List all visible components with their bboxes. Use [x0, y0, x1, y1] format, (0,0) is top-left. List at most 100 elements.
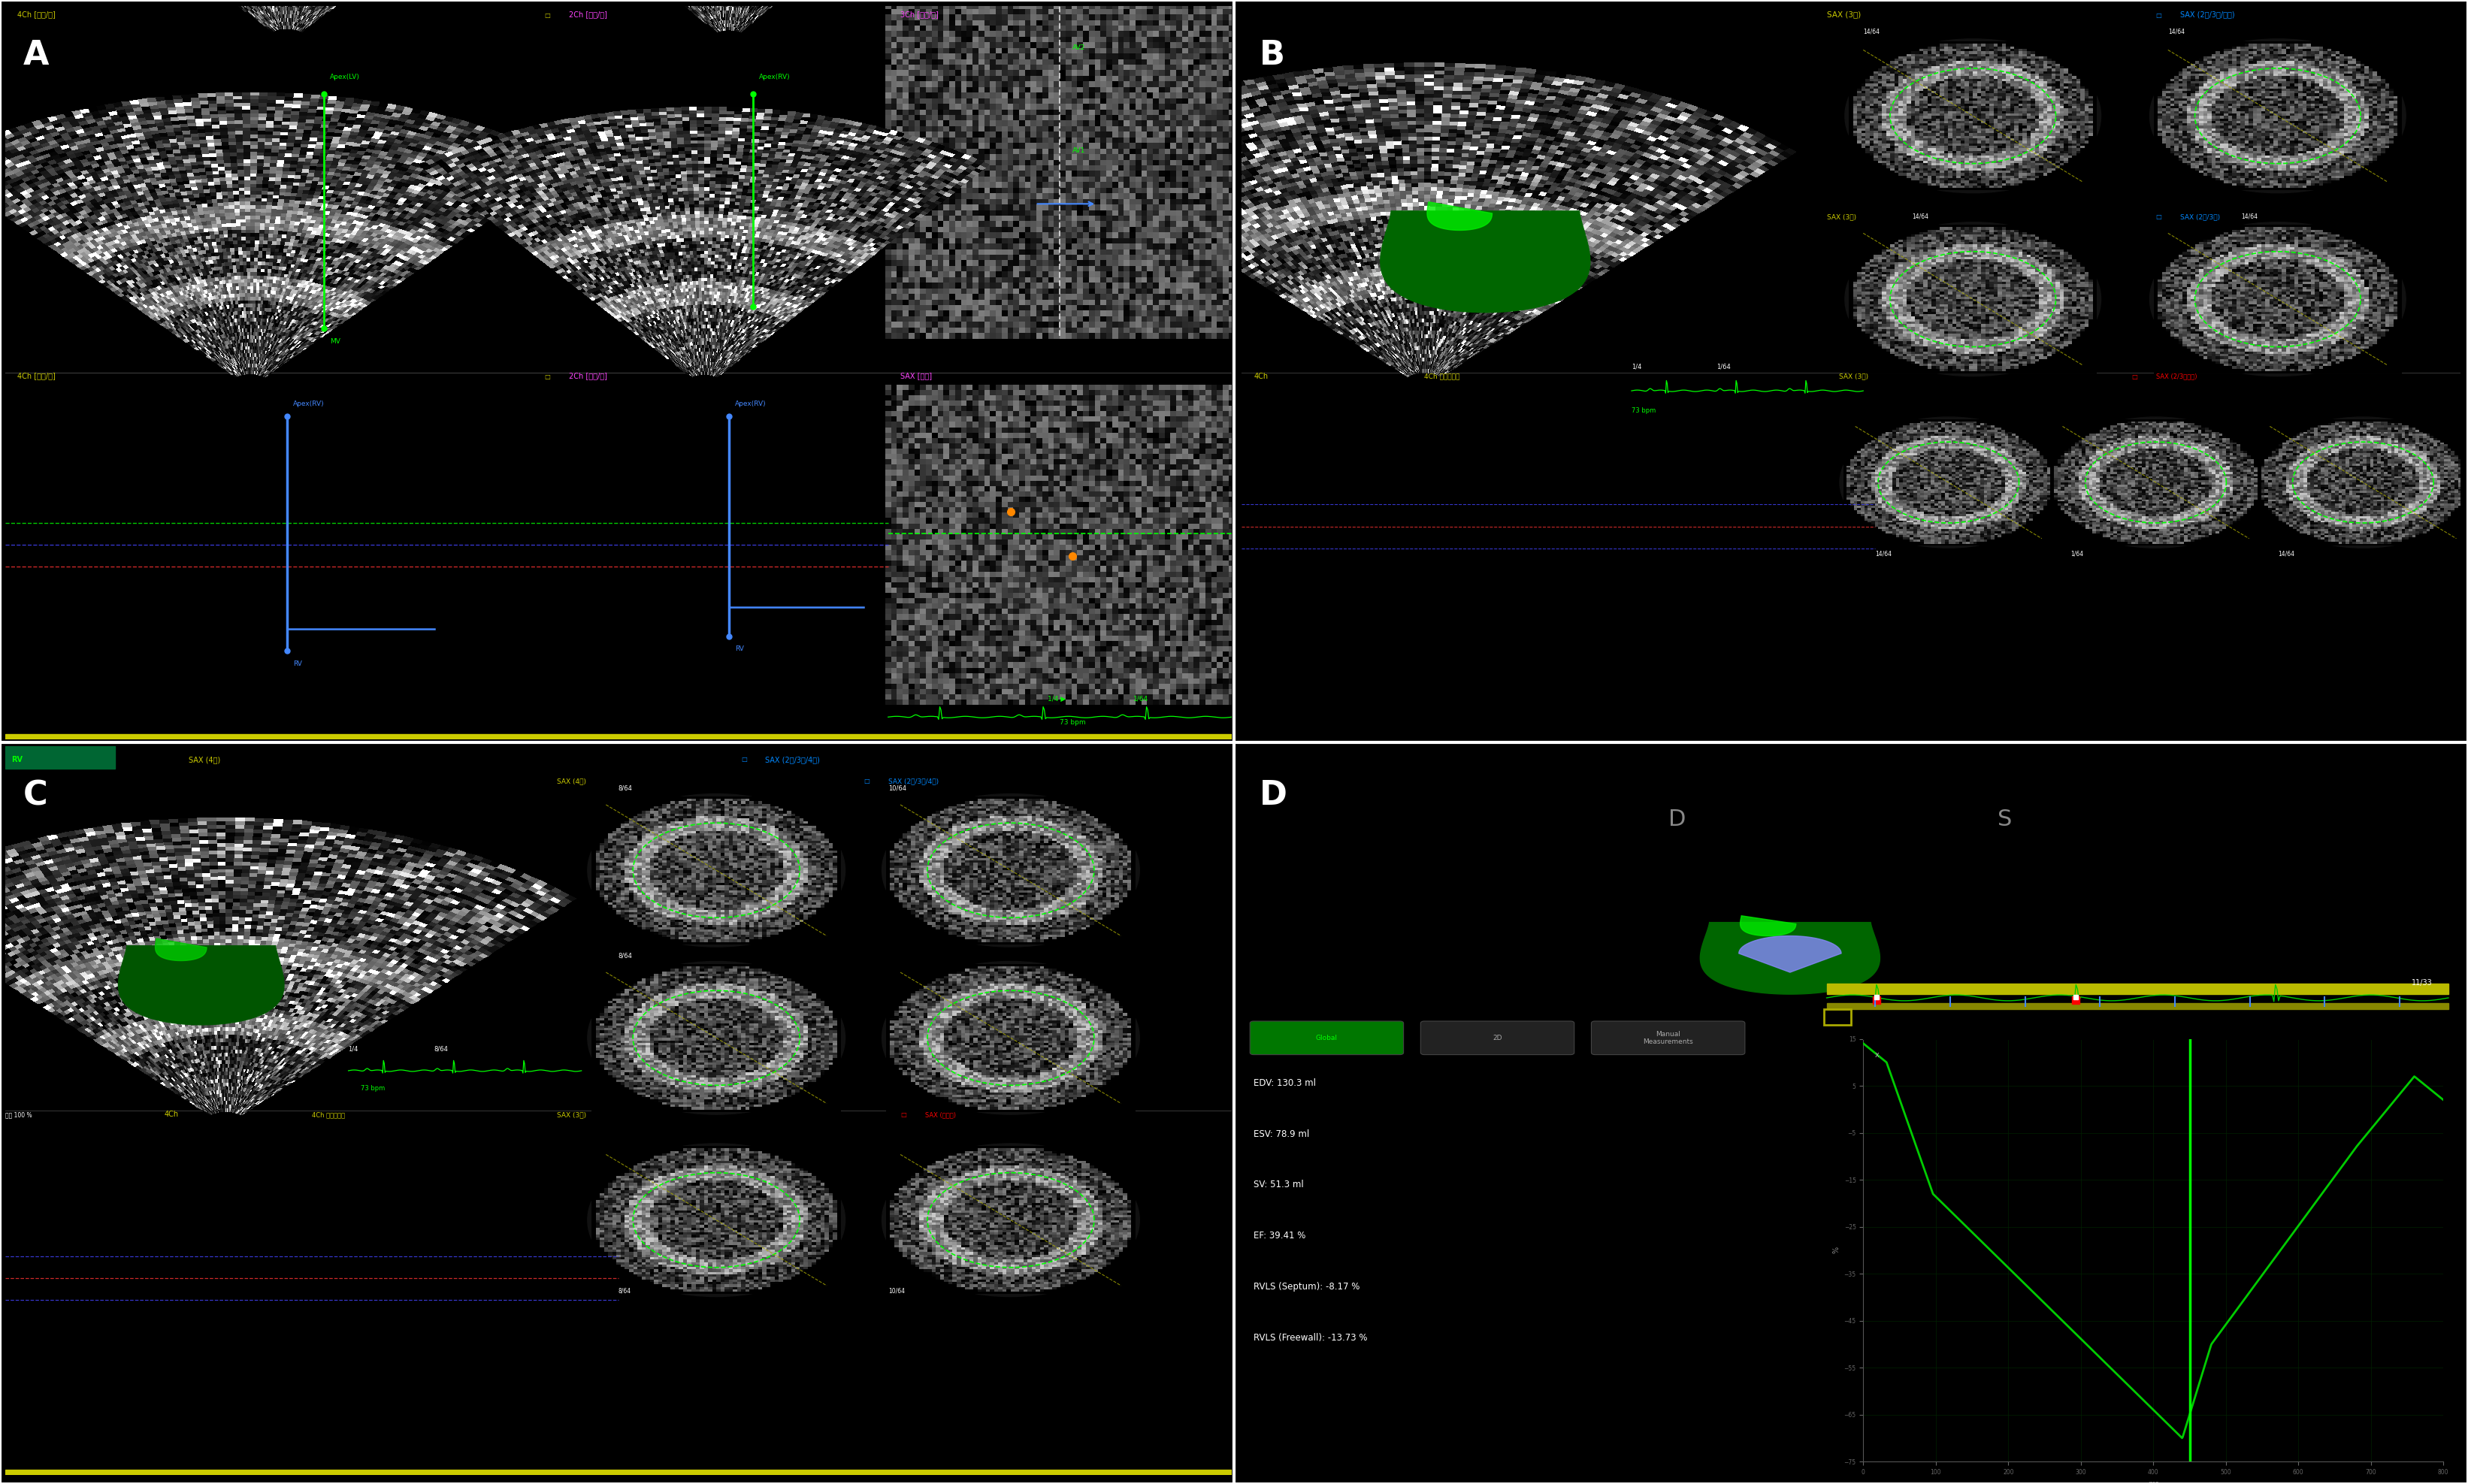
Circle shape: [881, 1144, 1140, 1297]
FancyBboxPatch shape: [1592, 1021, 1745, 1055]
Text: 10/64: 10/64: [888, 1288, 906, 1294]
Text: 1/64: 1/64: [2071, 551, 2083, 558]
Bar: [5, 746, 116, 769]
Text: Global: Global: [1315, 1034, 1338, 1042]
Text: SAX (2/3射心尖): SAX (2/3射心尖): [2157, 372, 2197, 380]
Text: 14/64: 14/64: [2241, 214, 2258, 220]
Bar: [1826, 1003, 2448, 1009]
Text: 4Ch 心功能不全: 4Ch 心功能不全: [311, 1112, 346, 1117]
Circle shape: [587, 962, 844, 1114]
Text: SAX (3腹): SAX (3腹): [1839, 372, 1868, 380]
Text: □: □: [2157, 12, 2162, 18]
Text: RV: RV: [294, 660, 301, 668]
Circle shape: [587, 1144, 844, 1297]
Text: A: A: [22, 39, 49, 71]
Text: D: D: [1668, 809, 1686, 830]
Circle shape: [587, 794, 844, 947]
Bar: [5, 735, 1232, 739]
Text: 4Ch: 4Ch: [1254, 372, 1269, 380]
Text: EDV: 130.3 ml: EDV: 130.3 ml: [1254, 1077, 1315, 1088]
Text: SAX (4腹): SAX (4腹): [190, 755, 220, 763]
Text: Apex(RV): Apex(RV): [735, 401, 765, 407]
Circle shape: [2150, 223, 2406, 375]
Text: 4Ch [心徽/心]: 4Ch [心徽/心]: [17, 10, 54, 18]
Text: x: x: [1876, 1052, 1878, 1060]
Text: SAX [心徽]: SAX [心徽]: [901, 372, 933, 380]
Text: ESV: 78.9 ml: ESV: 78.9 ml: [1254, 1129, 1311, 1138]
Text: 1/4: 1/4: [348, 1046, 358, 1052]
Text: AV1: AV1: [1071, 147, 1086, 154]
Text: SAX (4腹): SAX (4腹): [558, 778, 587, 785]
Text: 14/64: 14/64: [2167, 28, 2184, 36]
Text: SAX (2腹/3腹/4腹): SAX (2腹/3腹/4腹): [765, 755, 819, 763]
Text: 73 bpm: 73 bpm: [1059, 720, 1086, 726]
Text: 73 bpm: 73 bpm: [360, 1085, 385, 1092]
Text: 14/64: 14/64: [1913, 214, 1928, 220]
Circle shape: [2046, 417, 2266, 548]
Text: SAX (2腹/3腹): SAX (2腹/3腹): [2179, 214, 2221, 220]
Circle shape: [2150, 39, 2406, 193]
Text: □: □: [545, 372, 550, 380]
Text: Apex(LV): Apex(LV): [331, 74, 360, 80]
Text: Manual
Measurements: Manual Measurements: [1644, 1030, 1693, 1045]
Text: □: □: [2157, 214, 2162, 220]
Text: SAX (3腹): SAX (3腹): [558, 1112, 587, 1117]
Text: 1/4: 1/4: [1631, 364, 1641, 371]
FancyBboxPatch shape: [1422, 1021, 1575, 1055]
Polygon shape: [1427, 202, 1493, 230]
Text: 14/64: 14/64: [2278, 551, 2295, 558]
Text: □: □: [545, 12, 550, 18]
X-axis label: ms: ms: [2147, 1480, 2160, 1484]
Text: 14/64: 14/64: [1863, 28, 1881, 36]
Text: 1/64: 1/64: [1133, 696, 1148, 702]
Text: RV: RV: [735, 646, 743, 653]
Text: 14/64: 14/64: [1876, 551, 1893, 558]
Text: 2Ch [心徽/心]: 2Ch [心徽/心]: [570, 372, 607, 380]
Text: □: □: [2132, 372, 2137, 380]
Text: SAX (2腹/3腹/4腹): SAX (2腹/3腹/4腹): [888, 778, 938, 785]
Text: 2Ch [心徽/心]: 2Ch [心徽/心]: [570, 10, 607, 18]
Text: RV: RV: [10, 755, 22, 763]
Text: MV: MV: [331, 338, 341, 344]
Text: Apex(RV): Apex(RV): [294, 401, 323, 407]
Text: 8/64: 8/64: [617, 953, 632, 959]
Text: □: □: [740, 757, 748, 763]
Circle shape: [1846, 223, 2100, 375]
Circle shape: [1839, 417, 2058, 548]
Text: 1/4 ▶: 1/4 ▶: [1046, 696, 1066, 702]
Text: D: D: [1259, 779, 1288, 812]
Y-axis label: %: %: [1831, 1247, 1839, 1254]
Text: □: □: [901, 1112, 906, 1117]
Text: 4Ch 心功能不全: 4Ch 心功能不全: [1424, 372, 1461, 380]
Text: 1/64: 1/64: [1718, 364, 1730, 371]
Text: 4Ch [心徽/心]: 4Ch [心徽/心]: [17, 372, 54, 380]
Text: SAX (心功能): SAX (心功能): [926, 1112, 955, 1117]
Text: RVLS (Freewall): -13.73 %: RVLS (Freewall): -13.73 %: [1254, 1333, 1367, 1343]
Text: SAX (3腹): SAX (3腹): [1826, 10, 1861, 18]
Text: 8/64: 8/64: [617, 785, 632, 791]
Text: S: S: [1997, 809, 2011, 830]
Text: 73 bpm: 73 bpm: [1631, 408, 1656, 414]
Text: EF: 39.41 %: EF: 39.41 %: [1254, 1232, 1306, 1241]
Text: 10/64: 10/64: [888, 785, 906, 791]
Circle shape: [881, 794, 1140, 947]
Text: Apex(RV): Apex(RV): [760, 74, 790, 80]
Text: SAX (2腹/3腹/心尖): SAX (2腹/3腹/心尖): [2179, 10, 2234, 18]
FancyBboxPatch shape: [1249, 1021, 1404, 1055]
Polygon shape: [155, 938, 207, 960]
Text: 3Ch [心徽/心]: 3Ch [心徽/心]: [901, 10, 938, 18]
Bar: [1826, 984, 2448, 994]
Text: B: B: [1259, 39, 1286, 71]
Bar: [5, 1471, 1232, 1475]
Polygon shape: [1740, 916, 1797, 936]
Text: □: □: [864, 778, 869, 785]
Text: SAX (3腹): SAX (3腹): [1826, 214, 1856, 220]
Text: 2D: 2D: [1493, 1034, 1503, 1042]
Text: 4Ch: 4Ch: [165, 1110, 178, 1117]
Text: 11/33: 11/33: [2411, 979, 2433, 987]
Circle shape: [881, 962, 1140, 1114]
Text: 尺度 100 %: 尺度 100 %: [5, 1112, 32, 1117]
Bar: [1824, 1009, 1851, 1025]
Text: SV: 51.3 ml: SV: 51.3 ml: [1254, 1180, 1303, 1190]
Text: AV2: AV2: [1071, 45, 1086, 52]
